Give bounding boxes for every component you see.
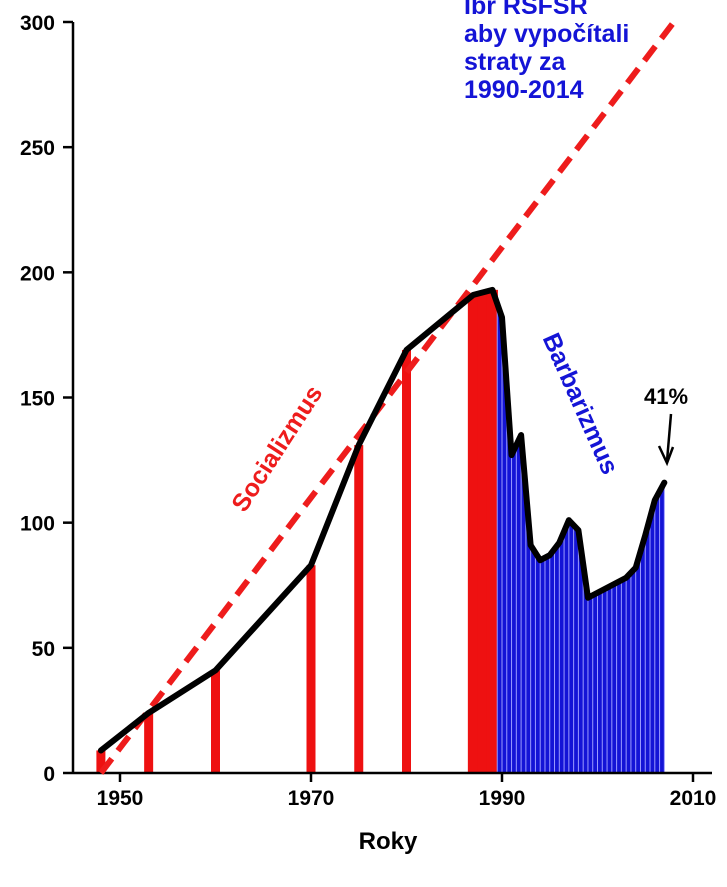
socialism-bar-1948 (96, 750, 106, 773)
x-tick-label-1990: 1990 (479, 787, 526, 810)
x-tick-label-1950: 1950 (97, 787, 144, 810)
note-line-4: 1990-2014 (464, 76, 584, 104)
socialism-trend-line (98, 20, 677, 775)
x-tick-label-1970: 1970 (288, 787, 335, 810)
barbarism-fill (497, 303, 665, 773)
y-tick-label-100: 100 (20, 513, 55, 536)
socialism-bar-1989 (486, 289, 498, 773)
socialism-bar-1988 (477, 292, 489, 773)
y-tick-label-50: 50 (32, 638, 55, 661)
barbarism-label: Barbarizmus (537, 329, 624, 479)
note-line-2: aby vypočítali (464, 20, 629, 48)
x-tick-label-2010: 2010 (670, 787, 717, 810)
x-axis-label: Roky (359, 828, 418, 855)
socialism-bar-1970 (306, 565, 316, 773)
note-line-3: straty za (464, 48, 567, 76)
barbarism-area (496, 303, 665, 773)
socialism-bar-1980 (402, 349, 411, 773)
note-line-1: Ibr RSFSR (464, 0, 588, 20)
socialism-bars (96, 289, 498, 773)
x-axis-ticks: 1950 1970 1990 2010 (97, 773, 717, 810)
y-tick-label-300: 300 (20, 12, 55, 35)
note-block: Ibr RSFSR aby vypočítali straty za 1990-… (464, 0, 629, 104)
percent-annotation: 41% (644, 384, 688, 467)
percent-label: 41% (644, 384, 688, 409)
y-axis-ticks: 0 50 100 150 200 250 300 (20, 12, 73, 786)
percent-arrow-shaft (665, 413, 673, 462)
socialism-bar-1975 (354, 445, 364, 773)
y-tick-label-0: 0 (43, 763, 55, 786)
socialism-bar-1960 (211, 670, 220, 773)
y-tick-label-150: 150 (20, 388, 55, 411)
main-series-line (97, 286, 668, 754)
socialism-bar-1953 (144, 712, 154, 773)
percent-arrow-head (657, 445, 675, 467)
socialism-bar-1987 (467, 294, 479, 773)
y-tick-label-200: 200 (20, 262, 55, 285)
series-lines (97, 20, 677, 775)
y-tick-label-250: 250 (20, 137, 55, 160)
